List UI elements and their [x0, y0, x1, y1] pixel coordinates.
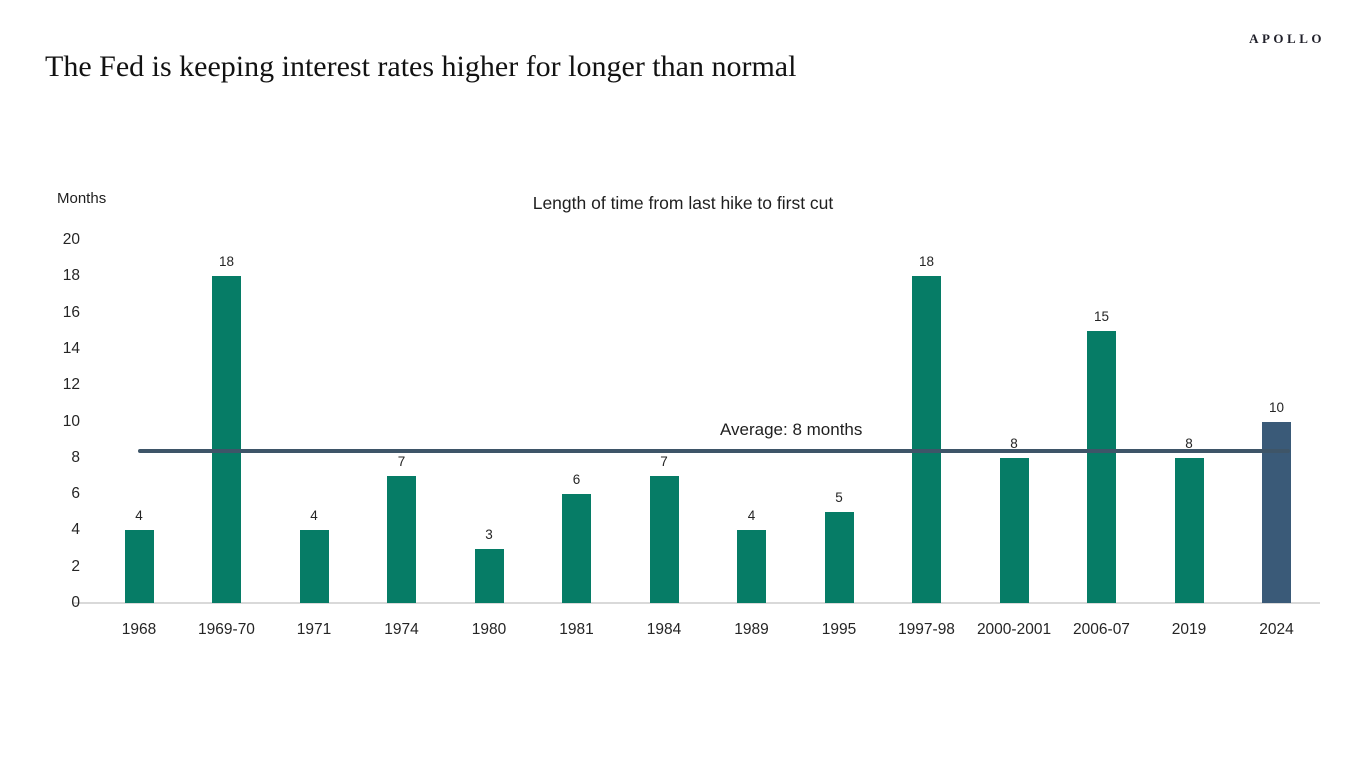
bar-1969-70: [212, 276, 241, 603]
bar-1981: [562, 494, 591, 603]
page-title: The Fed is keeping interest rates higher…: [45, 50, 797, 83]
average-line-label: Average: 8 months: [720, 420, 863, 439]
x-tick-label: 2019: [1171, 621, 1207, 638]
y-tick-label: 4: [71, 521, 80, 539]
x-tick-label: 2000-2001: [976, 621, 1052, 638]
bar-value-label: 8: [1010, 435, 1018, 451]
x-tick-label: 1969-70: [198, 621, 255, 638]
y-tick-label: 18: [62, 267, 80, 285]
brand-logo: APOLLO: [1249, 31, 1325, 46]
bar-value-label: 8: [1185, 435, 1193, 451]
bar-value-label: 18: [918, 254, 935, 270]
average-line: [138, 448, 1290, 453]
x-tick-label: 1981: [559, 621, 594, 638]
x-tick-label: 2024: [1259, 621, 1294, 638]
y-tick-label: 12: [62, 376, 80, 394]
x-tick-label: 1995: [821, 621, 857, 638]
bar-value-label: 15: [1093, 308, 1110, 324]
bar-1968: [124, 530, 154, 603]
chart-title: Length of time from last hike to first c…: [532, 193, 834, 213]
x-tick-label: 1997-98: [898, 621, 955, 638]
bar-1971: [299, 530, 329, 603]
x-tick-label: 1974: [384, 621, 419, 638]
x-tick-label: 1968: [121, 621, 157, 638]
y-tick-label: 14: [62, 339, 80, 357]
bar-value-label: 18: [218, 254, 235, 270]
bar-value-label: 4: [747, 508, 756, 524]
bar-value-label: 4: [135, 508, 143, 524]
bar-1974: [387, 475, 416, 603]
x-tick-label: 1984: [646, 621, 682, 638]
bar-2019: [1174, 457, 1204, 603]
bar-value-label: 3: [485, 526, 493, 542]
bar-1980: [474, 548, 504, 603]
y-tick-label: 16: [62, 303, 80, 321]
y-axis-unit-label: Months: [57, 190, 107, 207]
y-tick-label: 6: [71, 485, 80, 503]
y-tick-label: 20: [62, 231, 80, 248]
x-tick-label: 1989: [734, 621, 769, 638]
bar-value-label: 10: [1268, 399, 1285, 415]
y-tick-label: 2: [71, 557, 80, 575]
bar-1984: [649, 475, 679, 603]
y-tick-label: 10: [62, 412, 80, 430]
bar-1989: [737, 530, 766, 603]
x-tick-label: 1971: [296, 621, 332, 638]
bar-value-label: 4: [310, 508, 318, 524]
y-tick-label: 8: [71, 448, 80, 466]
bar-value-label: 7: [397, 453, 406, 469]
y-tick-label: 0: [71, 594, 80, 611]
bar-value-label: 7: [660, 453, 668, 469]
bar-1995: [824, 512, 854, 603]
bar-2006-07: [1087, 330, 1116, 603]
bar-value-label: 6: [572, 472, 581, 488]
bar-1997-98: [912, 276, 941, 603]
x-tick-label: 1980: [471, 621, 507, 638]
bar-value-label: 5: [835, 490, 843, 506]
x-axis-line: [72, 602, 1320, 604]
x-tick-label: 2006-07: [1073, 621, 1130, 638]
bar-2000-2001: [999, 457, 1029, 603]
